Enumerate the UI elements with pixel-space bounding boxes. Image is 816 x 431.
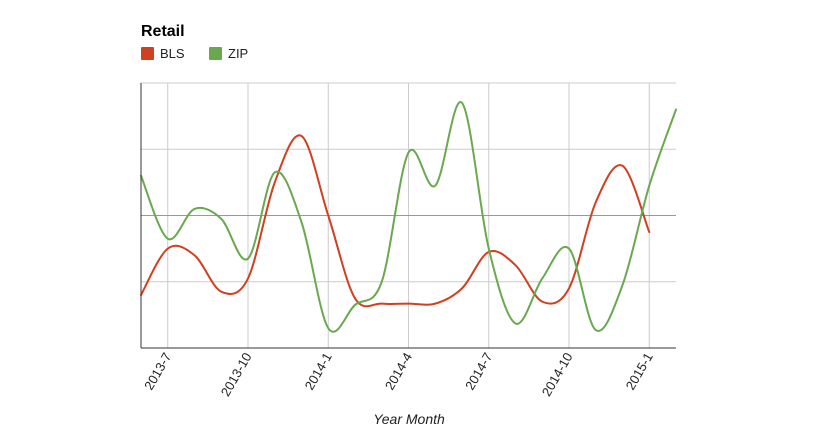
x-tick-label: 2015-1 <box>623 350 656 393</box>
x-tick-label: 2014-7 <box>462 350 495 393</box>
series-line-zip <box>140 101 677 333</box>
legend-label-bls: BLS <box>160 46 185 61</box>
x-tick-label: 2014-4 <box>382 350 415 393</box>
series-line-bls <box>140 134 651 308</box>
x-tick-label: 2013-10 <box>218 350 255 399</box>
legend-label-zip: ZIP <box>228 46 248 61</box>
x-axis-title: Year Month <box>373 411 445 427</box>
x-tick-label: 2013-7 <box>141 350 174 393</box>
x-tick-label: 2014-10 <box>539 350 576 399</box>
x-tick-labels: 2013-7 2013-10 2014-1 2014-4 2014-7 2014-10 20… <box>141 350 656 399</box>
legend-swatch-zip <box>209 47 222 60</box>
legend-swatch-bls <box>141 47 154 60</box>
chart-title: Retail <box>141 23 185 40</box>
x-tick-label: 2014-1 <box>302 350 335 393</box>
axes <box>140 83 676 349</box>
gridlines <box>141 82 676 349</box>
legend: BLS ZIP <box>141 46 248 61</box>
series-layer <box>140 101 677 333</box>
